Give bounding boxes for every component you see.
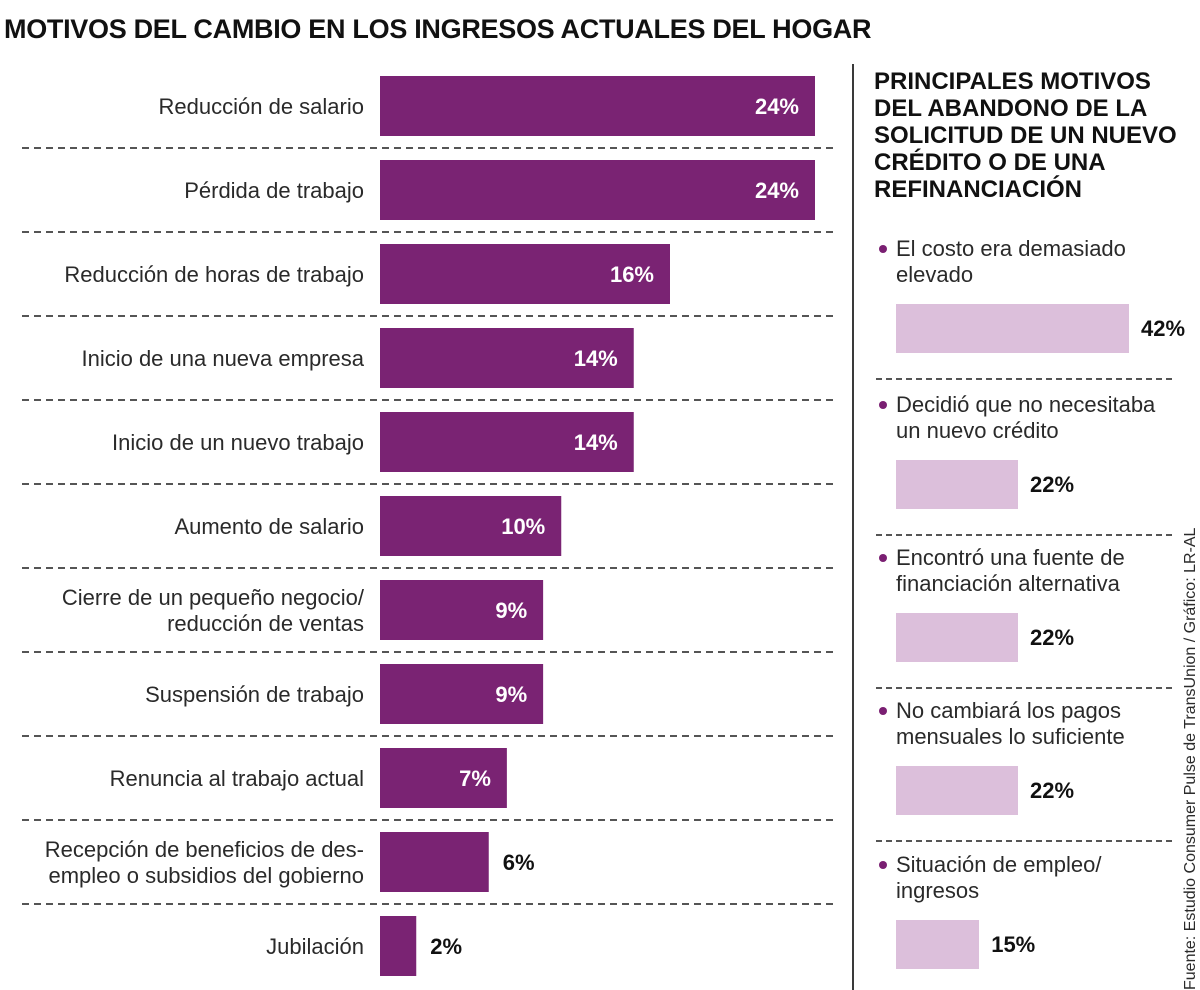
category-label: Inicio de un nuevo trabajo xyxy=(112,430,364,455)
right-value-label: 15% xyxy=(991,932,1036,957)
bullet-icon xyxy=(879,554,887,562)
value-label: 6% xyxy=(503,850,535,875)
value-label: 14% xyxy=(574,430,618,455)
column-divider xyxy=(852,64,854,990)
right-category-text: Encontró una fuente de financiación alter… xyxy=(896,545,1125,596)
value-label: 2% xyxy=(430,934,462,959)
category-label: Suspensión de trabajo xyxy=(145,682,364,707)
right-bar xyxy=(896,613,1019,662)
bar-7 xyxy=(380,664,544,724)
right-category-label: Encontró una fuente de financiación alter… xyxy=(876,545,1186,597)
value-label: 24% xyxy=(755,178,799,203)
right-list-item: El costo era demasiado elevado 42% xyxy=(876,236,1186,353)
right-list-item: Encontró una fuente de financiación alter… xyxy=(876,545,1186,662)
bullet-icon xyxy=(879,861,887,869)
right-category-label: El costo era demasiado elevado xyxy=(876,236,1186,288)
bullet-icon xyxy=(879,707,887,715)
right-row-separator xyxy=(876,378,1172,380)
right-category-text: Situación de empleo/ingresos xyxy=(896,852,1102,903)
category-label: Aumento de salario xyxy=(174,514,364,539)
right-value-label: 22% xyxy=(1030,778,1075,803)
bar-1 xyxy=(380,160,815,220)
bar-9 xyxy=(380,832,489,892)
right-bar xyxy=(896,920,980,969)
bar-8 xyxy=(380,748,507,808)
bar-6 xyxy=(380,580,544,640)
bar-0 xyxy=(380,76,815,136)
bar-3 xyxy=(380,328,634,388)
bullet-icon xyxy=(879,245,887,253)
right-row-separator xyxy=(876,687,1172,689)
right-category-label: Decidió que no necesitaba un nuevo crédit… xyxy=(876,392,1186,444)
value-label: 9% xyxy=(495,598,527,623)
source-credit: Fuente: Estudio Consumer Pulse de TransU… xyxy=(1182,527,1199,990)
value-label: 9% xyxy=(495,682,527,707)
right-list-item: Situación de empleo/ingresos 15% xyxy=(876,852,1186,969)
value-label: 7% xyxy=(459,766,491,791)
right-bar xyxy=(896,304,1129,353)
category-label: Pérdida de trabajo xyxy=(184,178,364,203)
right-category-label: Situación de empleo/ingresos xyxy=(876,852,1186,904)
category-label: Recepción de beneficios de des-empleo o … xyxy=(45,837,364,888)
right-bar xyxy=(896,460,1019,509)
category-label: Renuncia al trabajo actual xyxy=(110,766,364,791)
right-value-label: 22% xyxy=(1030,625,1075,650)
right-value-label: 22% xyxy=(1030,472,1075,497)
category-label: Reducción de salario xyxy=(159,94,364,119)
right-category-label: No cambiará los pagos mensuales lo sufici… xyxy=(876,698,1186,750)
category-label: Cierre de un pequeño negocio/reducción d… xyxy=(62,585,365,636)
value-label: 16% xyxy=(610,262,654,287)
value-label: 14% xyxy=(574,346,618,371)
right-category-text: El costo era demasiado elevado xyxy=(896,236,1126,287)
chart-title: MOTIVOS DEL CAMBIO EN LOS INGRESOS ACTUA… xyxy=(4,14,872,44)
right-row-separator xyxy=(876,840,1172,842)
value-label: 24% xyxy=(755,94,799,119)
right-value-label: 42% xyxy=(1141,316,1186,341)
category-label: Jubilación xyxy=(266,934,364,959)
right-list-item: Decidió que no necesitaba un nuevo crédit… xyxy=(876,392,1186,509)
category-label: Inicio de una nueva empresa xyxy=(81,346,364,371)
bullet-icon xyxy=(879,401,887,409)
right-category-text: Decidió que no necesitaba un nuevo crédit… xyxy=(896,392,1156,443)
income-change-bar-chart: Reducción de salario 24% Pérdida de trabaj… xyxy=(22,76,834,976)
bar-4 xyxy=(380,412,634,472)
right-row-separator xyxy=(876,534,1172,536)
bar-2 xyxy=(380,244,670,304)
right-category-text: No cambiará los pagos mensuales lo sufici… xyxy=(896,698,1125,749)
bar-5 xyxy=(380,496,562,556)
bar-10 xyxy=(380,916,417,976)
right-bar xyxy=(896,766,1019,815)
value-label: 10% xyxy=(501,514,545,539)
right-chart-title: PRINCIPALES MOTIVOS DEL ABANDONO DE LA S… xyxy=(874,68,1177,203)
right-list-item: No cambiará los pagos mensuales lo sufici… xyxy=(876,698,1186,815)
category-label: Reducción de horas de trabajo xyxy=(64,262,364,287)
